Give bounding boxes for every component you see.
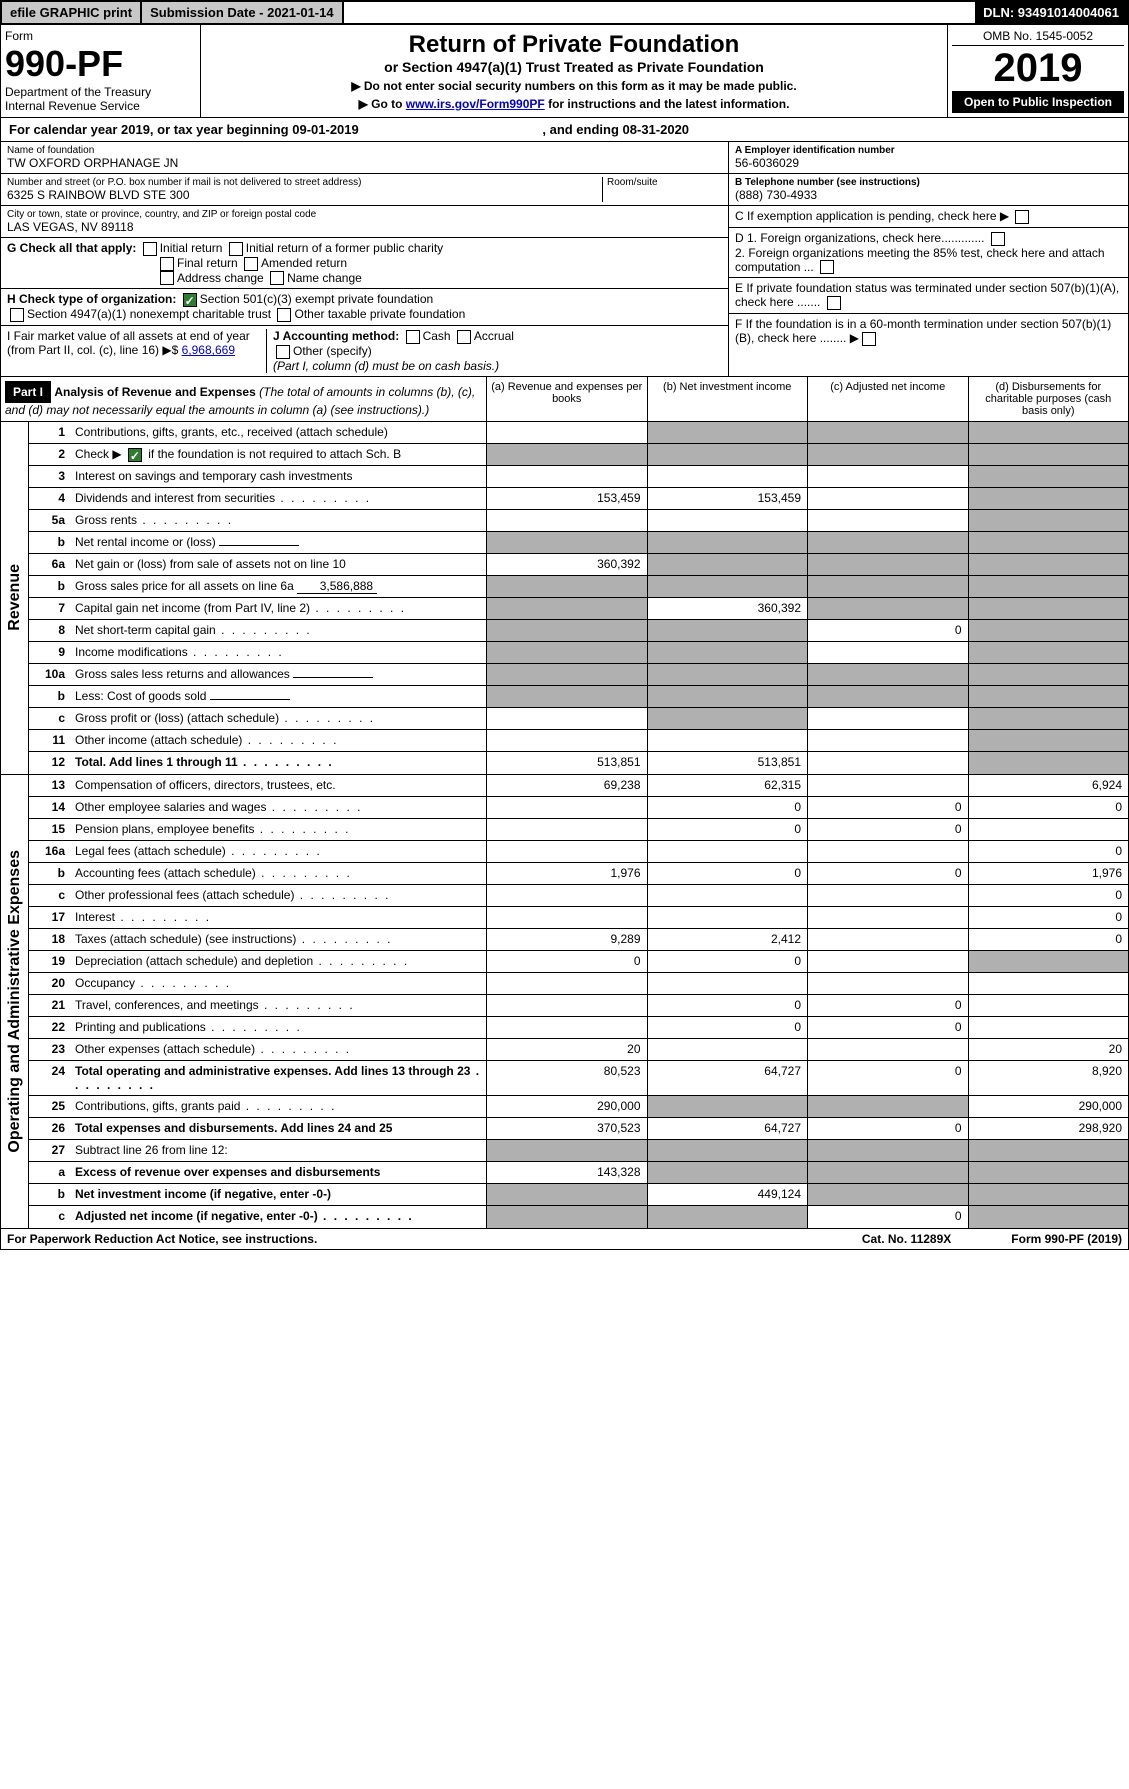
r6b-box: 3,586,888 bbox=[297, 579, 377, 594]
checkbox-accrual[interactable] bbox=[457, 330, 471, 344]
footer-mid: Cat. No. 11289X bbox=[862, 1232, 951, 1246]
expenses-section: Operating and Administrative Expenses 13… bbox=[0, 775, 1129, 1229]
checkbox-c[interactable] bbox=[1015, 210, 1029, 224]
city-label: City or town, state or province, country… bbox=[7, 209, 722, 220]
section-d: D 1. Foreign organizations, check here..… bbox=[729, 228, 1128, 279]
checkbox-name-change[interactable] bbox=[270, 271, 284, 285]
identification-section: Name of foundation TW OXFORD ORPHANAGE J… bbox=[0, 142, 1129, 377]
part1-title: Analysis of Revenue and Expenses bbox=[54, 385, 255, 399]
form-header: Form 990-PF Department of the Treasury I… bbox=[0, 25, 1129, 118]
irs-link[interactable]: www.irs.gov/Form990PF bbox=[406, 97, 545, 111]
dept: Department of the Treasury bbox=[5, 85, 196, 99]
footer-left: For Paperwork Reduction Act Notice, see … bbox=[7, 1232, 317, 1246]
section-j: J Accounting method: Cash Accrual Other … bbox=[267, 329, 722, 373]
col-d-header: (d) Disbursements for charitable purpose… bbox=[968, 377, 1129, 421]
section-i: I Fair market value of all assets at end… bbox=[7, 329, 267, 373]
checkbox-other-method[interactable] bbox=[276, 345, 290, 359]
page-footer: For Paperwork Reduction Act Notice, see … bbox=[0, 1229, 1129, 1250]
section-c: C If exemption application is pending, c… bbox=[729, 206, 1128, 228]
part1-label: Part I bbox=[5, 381, 51, 403]
year-begin: 09-01-2019 bbox=[292, 122, 359, 137]
col-c-header: (c) Adjusted net income bbox=[807, 377, 968, 421]
foundation-name: TW OXFORD ORPHANAGE JN bbox=[7, 156, 722, 170]
form-number: 990-PF bbox=[5, 43, 196, 85]
room-label: Room/suite bbox=[607, 177, 722, 188]
ein-label: A Employer identification number bbox=[735, 145, 1122, 156]
tax-year: 2019 bbox=[952, 46, 1124, 91]
checkbox-d1[interactable] bbox=[991, 232, 1005, 246]
form-subtitle: or Section 4947(a)(1) Trust Treated as P… bbox=[207, 59, 941, 75]
section-f: F If the foundation is in a 60-month ter… bbox=[729, 314, 1128, 349]
calendar-year-row: For calendar year 2019, or tax year begi… bbox=[0, 118, 1129, 142]
open-public: Open to Public Inspection bbox=[952, 91, 1124, 113]
year-end: 08-31-2020 bbox=[623, 122, 690, 137]
ein: 56-6036029 bbox=[735, 156, 1122, 170]
checkbox-amended[interactable] bbox=[244, 257, 258, 271]
form-title: Return of Private Foundation bbox=[207, 31, 941, 59]
address: 6325 S RAINBOW BLVD STE 300 bbox=[7, 188, 602, 202]
r12-a: 513,851 bbox=[486, 752, 647, 774]
checkbox-501c3[interactable]: ✓ bbox=[183, 293, 197, 307]
checkbox-cash[interactable] bbox=[406, 330, 420, 344]
efile-label[interactable]: efile GRAPHIC print bbox=[2, 2, 142, 23]
footer-right: Form 990-PF (2019) bbox=[1011, 1232, 1122, 1246]
top-bar: efile GRAPHIC print Submission Date - 20… bbox=[0, 0, 1129, 25]
checkbox-schb[interactable]: ✓ bbox=[128, 448, 142, 462]
form-word: Form bbox=[5, 29, 196, 43]
section-h: H Check type of organization: ✓Section 5… bbox=[1, 289, 728, 326]
checkbox-other-taxable[interactable] bbox=[277, 308, 291, 322]
r12-b: 513,851 bbox=[647, 752, 808, 774]
checkbox-initial-former[interactable] bbox=[229, 242, 243, 256]
r7-b: 360,392 bbox=[647, 598, 808, 619]
col-b-header: (b) Net investment income bbox=[647, 377, 808, 421]
addr-label: Number and street (or P.O. box number if… bbox=[7, 177, 602, 188]
phone: (888) 730-4933 bbox=[735, 188, 1122, 202]
city-state-zip: LAS VEGAS, NV 89118 bbox=[7, 220, 722, 234]
checkbox-address-change[interactable] bbox=[160, 271, 174, 285]
dln: DLN: 93491014004061 bbox=[975, 2, 1127, 23]
part1-header-row: Part I Analysis of Revenue and Expenses … bbox=[0, 377, 1129, 422]
irs: Internal Revenue Service bbox=[5, 99, 196, 113]
instr-2: ▶ Go to www.irs.gov/Form990PF for instru… bbox=[207, 97, 941, 111]
checkbox-4947[interactable] bbox=[10, 308, 24, 322]
phone-label: B Telephone number (see instructions) bbox=[735, 177, 1122, 188]
checkbox-e[interactable] bbox=[827, 296, 841, 310]
fmv-value[interactable]: 6,968,669 bbox=[182, 343, 235, 357]
expenses-vert-label: Operating and Administrative Expenses bbox=[4, 842, 26, 1161]
checkbox-d2[interactable] bbox=[820, 260, 834, 274]
checkbox-initial-return[interactable] bbox=[143, 242, 157, 256]
instr-1: ▶ Do not enter social security numbers o… bbox=[207, 79, 941, 93]
r8-c: 0 bbox=[807, 620, 968, 641]
revenue-section: Revenue 1Contributions, gifts, grants, e… bbox=[0, 422, 1129, 775]
revenue-vert-label: Revenue bbox=[4, 556, 26, 639]
checkbox-final-return[interactable] bbox=[160, 257, 174, 271]
section-g: G Check all that apply: Initial return I… bbox=[1, 238, 728, 289]
r4-a: 153,459 bbox=[486, 488, 647, 509]
r4-b: 153,459 bbox=[647, 488, 808, 509]
checkbox-f[interactable] bbox=[862, 332, 876, 346]
submission-date: Submission Date - 2021-01-14 bbox=[142, 2, 344, 23]
col-a-header: (a) Revenue and expenses per books bbox=[486, 377, 647, 421]
omb: OMB No. 1545-0052 bbox=[952, 29, 1124, 46]
section-e: E If private foundation status was termi… bbox=[729, 278, 1128, 314]
name-label: Name of foundation bbox=[7, 145, 722, 156]
r6a-a: 360,392 bbox=[486, 554, 647, 575]
